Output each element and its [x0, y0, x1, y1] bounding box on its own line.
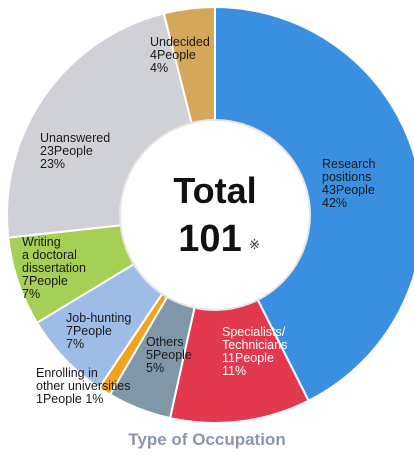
chart-title: Type of Occupation: [128, 430, 286, 449]
slice-label-research-positions: Research positions 43People 42%: [322, 157, 376, 210]
center-total-label: Total: [173, 170, 256, 211]
slice-label-writing-a-doctoral-dissertation: Writing a doctoral dissertation 7People 7%: [22, 235, 86, 301]
slice-label-job-hunting: Job-hunting 7People 7%: [66, 311, 131, 351]
slice-label-specialists-technicians: Specialists/Technicians 11People 11%: [222, 325, 287, 378]
slice-label-enrolling-in-other-universities: Enrolling in other universities 1People 1%: [36, 366, 131, 406]
slice-labels: Research positions 43People 42% Specialists/…: [22, 35, 376, 406]
slice-label-unanswered: Unanswered 23People 23%: [40, 131, 110, 171]
pie-chart: Total 101 ※ Research positions 43People 42%…: [6, 5, 414, 424]
slice-label-others: Others 5People 5%: [146, 335, 192, 375]
slice-label-undecided: Undecided 4People 4%: [150, 35, 210, 75]
pie-slice-research-positions: [214, 5, 414, 403]
center-hole: [119, 119, 311, 311]
center-mark: ※: [249, 238, 260, 253]
center-total-value: 101: [178, 218, 241, 260]
